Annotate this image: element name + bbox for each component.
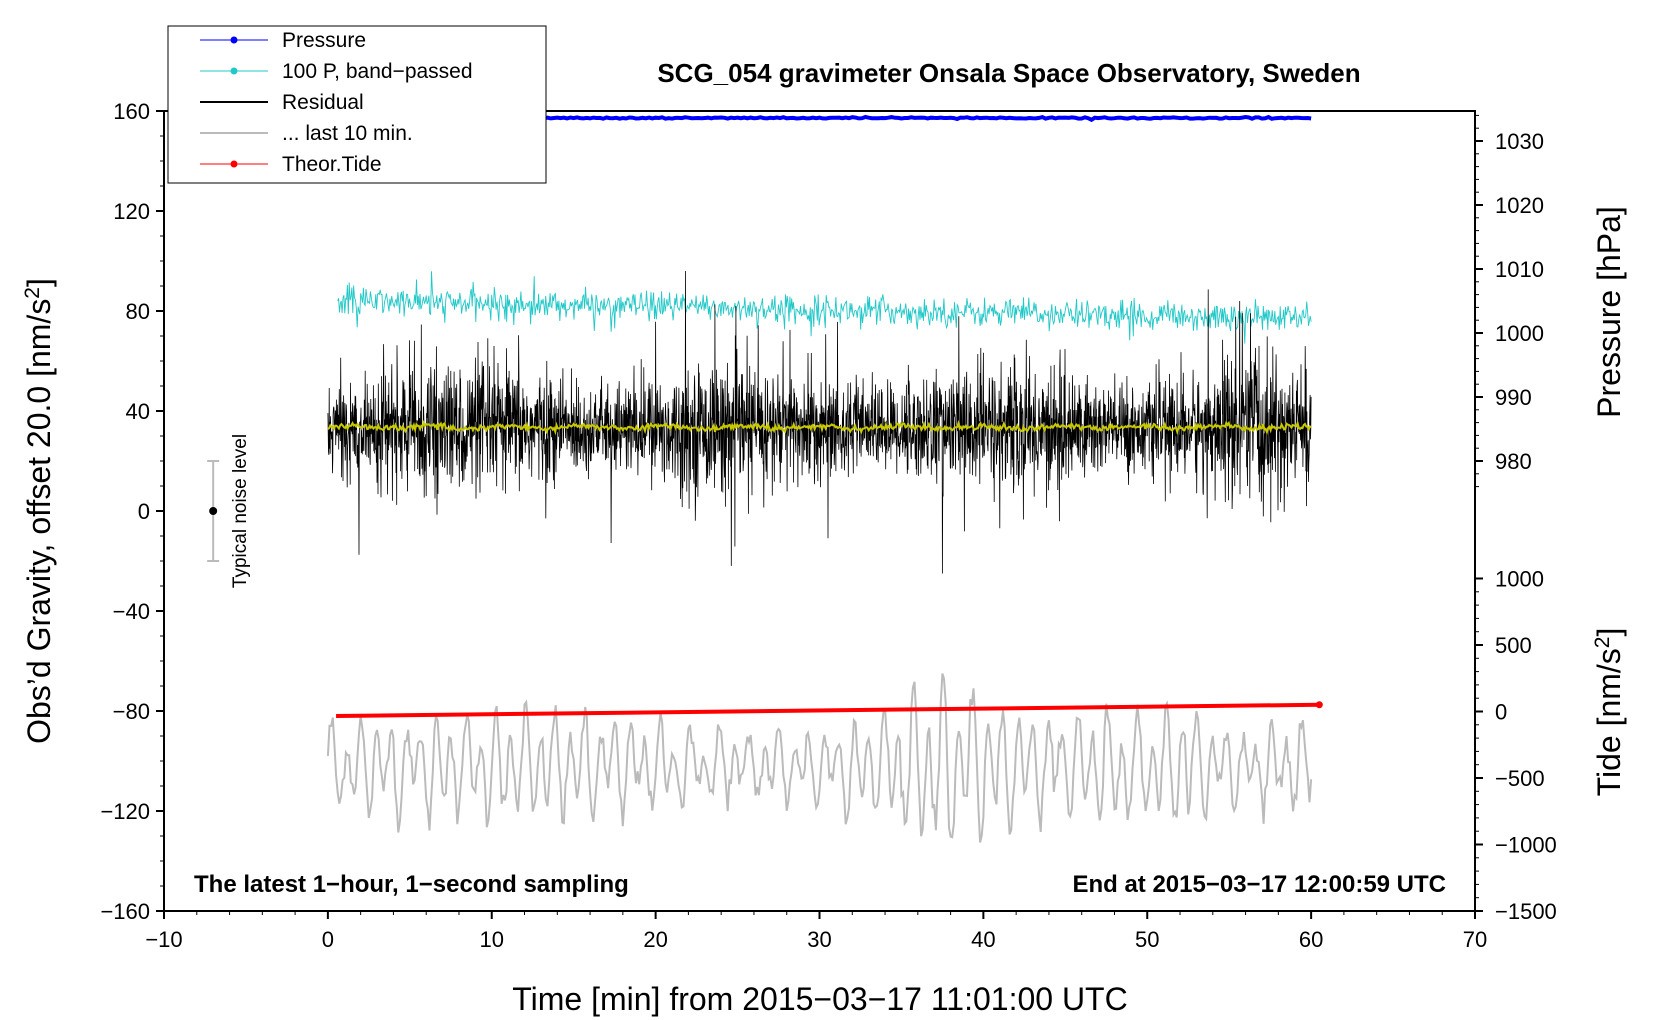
pressure-tick-label: 1000 <box>1495 321 1544 346</box>
annotation-sampling: The latest 1−hour, 1−second sampling <box>194 871 629 898</box>
tide-tick-label: 500 <box>1495 633 1532 658</box>
series-layer <box>326 114 1323 843</box>
y-tick-label: −80 <box>113 699 150 724</box>
legend-marker <box>230 160 238 168</box>
typical-noise-bar <box>207 460 220 562</box>
x-tick-label: 50 <box>1135 927 1159 952</box>
x-tick-label: 60 <box>1299 927 1323 952</box>
x-tick-label: 0 <box>322 927 334 952</box>
y-axis-pressure-title: Pressure [hPa] <box>1591 206 1627 418</box>
tide-tick-label: −1500 <box>1495 899 1557 924</box>
y-tick-label: −120 <box>100 799 150 824</box>
y-tick-label: 80 <box>126 299 150 324</box>
y-axis-pressure: 980 990 1000 1010 1020 1030 <box>1475 114 1544 488</box>
legend-label: Residual <box>282 91 364 114</box>
tide-tick-label: −500 <box>1495 766 1545 791</box>
annotation-end-time: End at 2015−03−17 12:00:59 UTC <box>1072 871 1446 898</box>
series-residual-smoothed <box>327 419 1312 436</box>
pressure-tick-label: 980 <box>1495 449 1532 474</box>
tide-tick-label: 1000 <box>1495 567 1544 592</box>
y-axis-left: −160 −120 −80 −40 0 40 80 120 160 <box>100 99 164 924</box>
tide-tick-label: 0 <box>1495 700 1507 725</box>
y-axis-left-title: Obs’d Gravity, offset 20.0 [nm/s2] <box>21 278 58 744</box>
y-tick-label: −40 <box>113 599 150 624</box>
y-axis-tide: −1500 −1000 −500 0 500 1000 <box>1475 567 1557 924</box>
series-band-passed-pressure <box>337 271 1312 344</box>
pressure-tick-label: 1030 <box>1495 129 1544 154</box>
tide-end-marker <box>1315 701 1323 709</box>
y-axis-left-title-sup: 2 <box>21 287 44 299</box>
y-tick-label: −160 <box>100 899 150 924</box>
y-axis-tide-title: Tide [nm/s2] <box>1591 628 1628 797</box>
legend-label: 100 P, band−passed <box>282 60 473 83</box>
noise-bar-dot <box>209 507 218 515</box>
x-tick-label: 10 <box>480 927 504 952</box>
y-tick-label: 160 <box>113 99 150 124</box>
noise-level-label: Typical noise level <box>230 434 251 588</box>
x-tick-label: 20 <box>643 927 667 952</box>
pressure-tick-label: 1010 <box>1495 257 1544 282</box>
chart-title: SCG_054 gravimeter Onsala Space Observat… <box>657 58 1360 88</box>
legend-box <box>167 25 547 184</box>
x-tick-label: 30 <box>807 927 831 952</box>
legend-label: ... last 10 min. <box>282 122 413 145</box>
legend: Pressure 100 P, band−passed Residual ... la… <box>167 25 547 184</box>
legend-label: Theor.Tide <box>282 153 382 176</box>
pressure-tick-label: 990 <box>1495 385 1532 410</box>
tide-tick-label: −1000 <box>1495 833 1557 858</box>
x-tick-label: 40 <box>971 927 995 952</box>
x-tick-label: 70 <box>1463 927 1487 952</box>
y-tick-label: 0 <box>138 499 150 524</box>
legend-marker <box>230 36 238 44</box>
legend-label: Pressure <box>282 29 366 52</box>
y-axis-tide-title-sup: 2 <box>1591 637 1614 649</box>
legend-marker <box>230 67 238 75</box>
series-residual <box>327 270 1312 574</box>
x-axis: −10 0 10 20 30 40 50 60 70 <box>145 911 1487 952</box>
series-last-10-min <box>326 673 1313 843</box>
x-tick-label: −10 <box>145 927 182 952</box>
pressure-tick-label: 1020 <box>1495 193 1544 218</box>
x-axis-title: Time [min] from 2015−03−17 11:01:00 UTC <box>512 981 1127 1017</box>
series-theoretical-tide <box>336 702 1320 718</box>
y-tick-label: 40 <box>126 399 150 424</box>
y-tick-label: 120 <box>113 199 150 224</box>
